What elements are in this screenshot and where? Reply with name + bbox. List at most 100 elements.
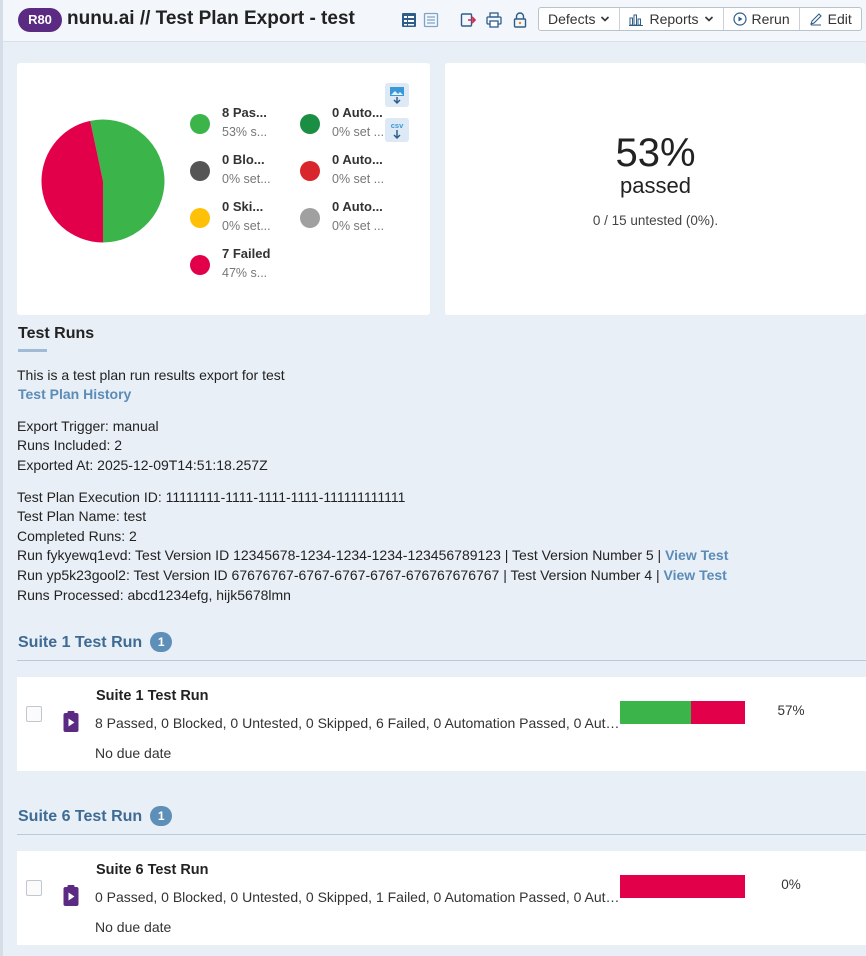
legend-item-passed: 8 Pas... 53% s... [190, 105, 300, 145]
export-icon[interactable] [459, 11, 477, 29]
defects-dropdown[interactable]: Defects [539, 8, 621, 30]
play-circle-icon [732, 12, 747, 26]
legend-dot [190, 208, 210, 228]
test-run-icon [63, 885, 79, 906]
run-info-2-text: Run yp5k23gool2: Test Version ID 6767676… [17, 567, 664, 583]
progress-failed [691, 701, 745, 724]
results-pie-chart [41, 119, 165, 243]
view-test-link[interactable]: View Test [665, 547, 729, 563]
run-checkbox[interactable] [26, 880, 42, 896]
run-card: Suite 6 Test Run 0 Passed, 0 Blocked, 0 … [17, 851, 866, 945]
print-icon[interactable] [485, 11, 503, 29]
suite-divider [17, 660, 866, 661]
legend-percent: 0% set ... [332, 125, 385, 139]
plan-name: Test Plan Name: test [17, 508, 147, 524]
export-image-button[interactable] [385, 83, 409, 107]
legend-percent: 0% set ... [332, 172, 385, 186]
suite-heading-label: Suite 1 Test Run [18, 634, 143, 651]
progress-bar [620, 701, 745, 724]
due-date: No due date [95, 919, 172, 935]
header-bar: R80 nunu.ai // Test Plan Export - test D… [3, 0, 866, 42]
legend-label: 0 Ski... [222, 199, 264, 214]
runs-processed: Runs Processed: abcd1234efg, hijk5678lmn [17, 587, 291, 603]
run-stats: 8 Passed, 0 Blocked, 0 Untested, 0 Skipp… [95, 715, 620, 731]
run-checkbox[interactable] [26, 706, 42, 722]
legend-percent: 0% set ... [332, 219, 385, 233]
rerun-button[interactable]: Rerun [724, 8, 800, 30]
detail-view-icon[interactable] [422, 11, 440, 29]
suite-count-badge: 1 [150, 632, 173, 652]
legend-item-failed: 7 Failed 47% s... [190, 246, 300, 286]
untested-summary: 0 / 15 untested (0%). [592, 213, 719, 228]
progress-bar [620, 875, 745, 898]
section-title: Test Runs [18, 325, 95, 342]
view-test-link[interactable]: View Test [663, 567, 727, 583]
legend-label: 0 Blo... [222, 152, 265, 167]
legend-dot [300, 161, 320, 181]
edit-button[interactable]: Edit [800, 8, 861, 30]
legend-dot [300, 114, 320, 134]
export-csv-button[interactable]: csv [385, 118, 409, 142]
legend-dot [300, 208, 320, 228]
legend-percent: 53% s... [222, 125, 268, 139]
run-info-2: Run yp5k23gool2: Test Version ID 6767676… [17, 567, 727, 583]
left-edge [0, 0, 3, 956]
chevron-down-icon [704, 16, 713, 22]
suite-count-badge: 1 [150, 806, 173, 826]
passed-label: passed [620, 173, 691, 198]
legend-item-automation-failed: 0 Auto... 0% set ... [300, 152, 410, 192]
reports-dropdown[interactable]: Reports [620, 8, 724, 30]
pencil-icon [809, 13, 822, 26]
bar-chart-icon [629, 14, 644, 26]
test-plan-history-link[interactable]: Test Plan History [18, 386, 132, 402]
legend-dot [190, 255, 210, 275]
pie-slice-passed [90, 119, 165, 243]
page-title: nunu.ai // Test Plan Export - test [67, 8, 355, 29]
pass-percentage: 53% [615, 131, 696, 175]
csv-icon-label: csv [391, 121, 404, 130]
run-id-badge: R80 [18, 8, 62, 32]
legend-item-automation-other: 0 Auto... 0% set ... [300, 199, 410, 239]
run-info-1: Run fykyewq1evd: Test Version ID 1234567… [17, 547, 728, 563]
run-name-link[interactable]: Suite 1 Test Run [96, 688, 209, 704]
legend-dot [190, 114, 210, 134]
run-card: Suite 1 Test Run 8 Passed, 0 Blocked, 0 … [17, 677, 866, 771]
lock-icon[interactable] [511, 11, 529, 29]
legend-label: 0 Auto... [332, 105, 383, 120]
pass-percent: 0% [781, 877, 801, 892]
completed-runs: Completed Runs: 2 [17, 528, 137, 544]
execution-id: Test Plan Execution ID: 11111111-1111-11… [17, 489, 406, 505]
pass-percent: 57% [777, 703, 805, 718]
legend-item-blocked: 0 Blo... 0% set... [190, 152, 300, 192]
legend-dot [190, 161, 210, 181]
exported-at: Exported At: 2025-12-09T14:51:18.257Z [17, 457, 268, 473]
legend-label: 8 Pas... [222, 105, 267, 120]
suite-heading-label: Suite 6 Test Run [18, 808, 143, 825]
test-run-icon [63, 711, 79, 732]
defects-label: Defects [548, 11, 596, 27]
legend-label: 0 Auto... [332, 152, 383, 167]
due-date: No due date [95, 745, 172, 761]
results-chart-card: 8 Pas... 53% s... 0 Blo... 0% set... 0 S… [17, 63, 430, 315]
legend-percent: 0% set... [222, 219, 271, 233]
section-underline [18, 349, 47, 352]
legend-item-automation-passed: 0 Auto... 0% set ... [300, 105, 410, 145]
pass-rate-card: 53% passed 0 / 15 untested (0%). [445, 63, 866, 315]
run-stats: 0 Passed, 0 Blocked, 0 Untested, 0 Skipp… [95, 889, 620, 905]
runs-included: Runs Included: 2 [17, 437, 123, 453]
suite-heading[interactable]: Suite 6 Test Run 1 [18, 806, 173, 826]
export-trigger: Export Trigger: manual [17, 418, 159, 434]
edit-label: Edit [827, 11, 852, 27]
suite-heading[interactable]: Suite 1 Test Run 1 [18, 632, 173, 652]
pie-slice-failed [41, 120, 103, 243]
legend-label: 7 Failed [222, 246, 271, 261]
run-name-link[interactable]: Suite 6 Test Run [96, 862, 209, 878]
run-info-1-text: Run fykyewq1evd: Test Version ID 1234567… [17, 547, 666, 563]
progress-passed [620, 701, 692, 724]
image-download-icon [390, 87, 404, 105]
toolbar: Defects Reports Rerun Ed [538, 7, 862, 31]
reports-label: Reports [649, 11, 699, 27]
description: This is a test plan run results export f… [17, 367, 285, 383]
chevron-down-icon [601, 16, 610, 22]
list-view-icon[interactable] [400, 11, 418, 29]
